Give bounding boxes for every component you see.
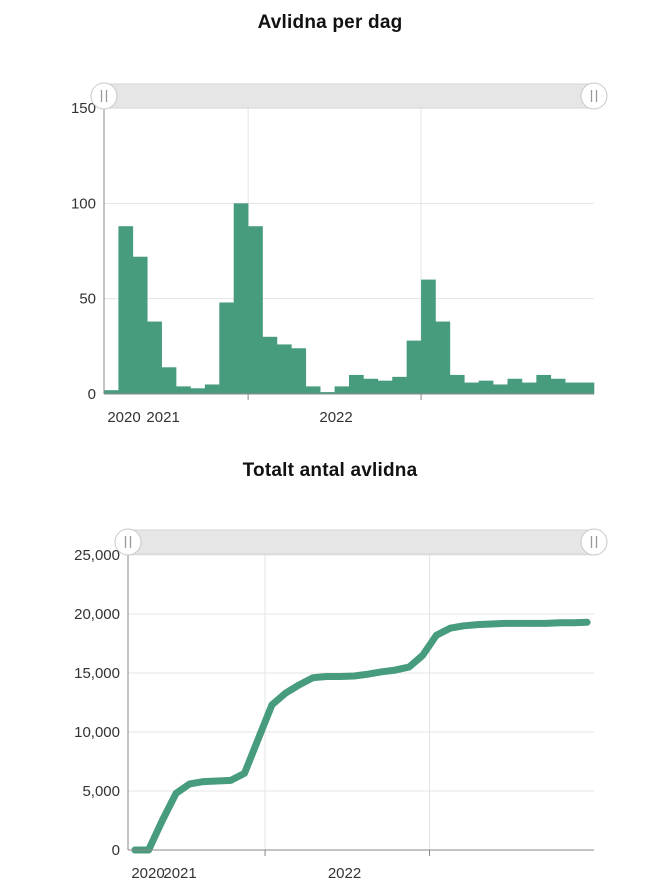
- bar[interactable]: [118, 226, 134, 394]
- bar[interactable]: [435, 321, 451, 394]
- bar[interactable]: [579, 382, 595, 394]
- x-tick-label: 2021: [146, 409, 179, 426]
- bar[interactable]: [320, 392, 335, 394]
- data-point[interactable]: [200, 778, 207, 785]
- data-point[interactable]: [282, 690, 289, 697]
- bar[interactable]: [233, 203, 249, 394]
- data-point[interactable]: [378, 668, 385, 675]
- scrollbar-track[interactable]: [127, 529, 595, 555]
- scrollbar-handle-left[interactable]: [114, 528, 142, 556]
- bar[interactable]: [521, 382, 537, 394]
- data-point[interactable]: [296, 681, 303, 688]
- data-point[interactable]: [556, 619, 563, 626]
- data-point[interactable]: [501, 620, 508, 627]
- bar[interactable]: [248, 226, 263, 394]
- bar[interactable]: [305, 386, 321, 394]
- scrollbar-handle-left[interactable]: [90, 82, 118, 110]
- data-point[interactable]: [310, 674, 317, 681]
- data-point[interactable]: [515, 620, 522, 627]
- y-tick-label: 5,000: [82, 783, 120, 800]
- daily-deaths-chart[interactable]: 0 50 100 150 2020 2021 2022: [0, 0, 660, 430]
- bar[interactable]: [565, 382, 580, 394]
- y-tick-label: 0: [112, 842, 120, 859]
- bar[interactable]: [190, 388, 206, 394]
- bar[interactable]: [392, 376, 407, 394]
- data-point[interactable]: [214, 777, 221, 784]
- bar[interactable]: [377, 380, 393, 394]
- series-line[interactable]: [131, 618, 591, 854]
- x-tick-label: 2020: [107, 409, 140, 426]
- data-point[interactable]: [460, 622, 467, 629]
- bar[interactable]: [132, 256, 148, 394]
- bar[interactable]: [334, 386, 350, 394]
- chart-title-total: Totalt antal avlidna: [242, 460, 418, 481]
- y-tick-label: 100: [71, 195, 96, 212]
- data-point[interactable]: [584, 619, 591, 626]
- data-point[interactable]: [543, 620, 550, 627]
- bar[interactable]: [493, 384, 508, 394]
- data-point[interactable]: [392, 667, 399, 674]
- chart-title-daily: Avlidna per dag: [257, 12, 403, 33]
- scrollbar-track[interactable]: [103, 83, 595, 109]
- data-point[interactable]: [351, 672, 358, 679]
- handle-circle[interactable]: [580, 528, 608, 556]
- y-tick-label: 15,000: [74, 665, 120, 682]
- y-tick-label: 50: [79, 291, 96, 308]
- data-point[interactable]: [447, 625, 454, 632]
- bar[interactable]: [478, 380, 494, 394]
- bar[interactable]: [291, 348, 307, 394]
- y-tick-label: 10,000: [74, 724, 120, 741]
- data-point[interactable]: [405, 664, 412, 671]
- x-tick-label: 2022: [319, 409, 352, 426]
- data-point[interactable]: [241, 770, 248, 777]
- handle-circle[interactable]: [90, 82, 118, 110]
- data-point[interactable]: [488, 621, 495, 628]
- bar[interactable]: [550, 378, 566, 394]
- bar[interactable]: [219, 302, 235, 394]
- bar[interactable]: [262, 336, 278, 394]
- data-point[interactable]: [186, 780, 193, 787]
- bar[interactable]: [507, 378, 523, 394]
- x-tick-label: 2021: [163, 865, 196, 882]
- handle-circle[interactable]: [114, 528, 142, 556]
- bar[interactable]: [449, 374, 465, 394]
- bar[interactable]: [349, 374, 364, 394]
- scrollbar-handle-right[interactable]: [580, 528, 608, 556]
- bar[interactable]: [363, 378, 379, 394]
- data-point[interactable]: [159, 817, 166, 824]
- x-tick-label: 2022: [328, 865, 361, 882]
- data-point[interactable]: [268, 701, 275, 708]
- y-tick-label: 20,000: [74, 606, 120, 623]
- data-point[interactable]: [255, 736, 262, 743]
- bar[interactable]: [161, 367, 177, 394]
- data-point[interactable]: [474, 621, 481, 628]
- data-point[interactable]: [337, 673, 344, 680]
- bar[interactable]: [536, 374, 552, 394]
- bar[interactable]: [406, 340, 422, 394]
- handle-circle[interactable]: [580, 82, 608, 110]
- data-point[interactable]: [364, 671, 371, 678]
- data-point[interactable]: [570, 619, 577, 626]
- bar[interactable]: [176, 386, 191, 394]
- y-tick-label: 25,000: [74, 547, 120, 564]
- y-tick-label: 150: [71, 100, 96, 117]
- data-point[interactable]: [323, 673, 330, 680]
- scrollbar-handle-right[interactable]: [580, 82, 608, 110]
- x-tick-label: 2020: [131, 865, 164, 882]
- bar[interactable]: [421, 279, 436, 394]
- bar[interactable]: [147, 321, 162, 394]
- data-point[interactable]: [227, 777, 234, 784]
- data-point[interactable]: [433, 632, 440, 639]
- bar[interactable]: [276, 344, 292, 394]
- data-point[interactable]: [529, 620, 536, 627]
- bar[interactable]: [204, 384, 220, 394]
- data-point[interactable]: [172, 790, 179, 797]
- y-tick-label: 0: [88, 386, 96, 403]
- bar[interactable]: [464, 382, 480, 394]
- data-point[interactable]: [419, 652, 426, 659]
- bar[interactable]: [104, 390, 119, 394]
